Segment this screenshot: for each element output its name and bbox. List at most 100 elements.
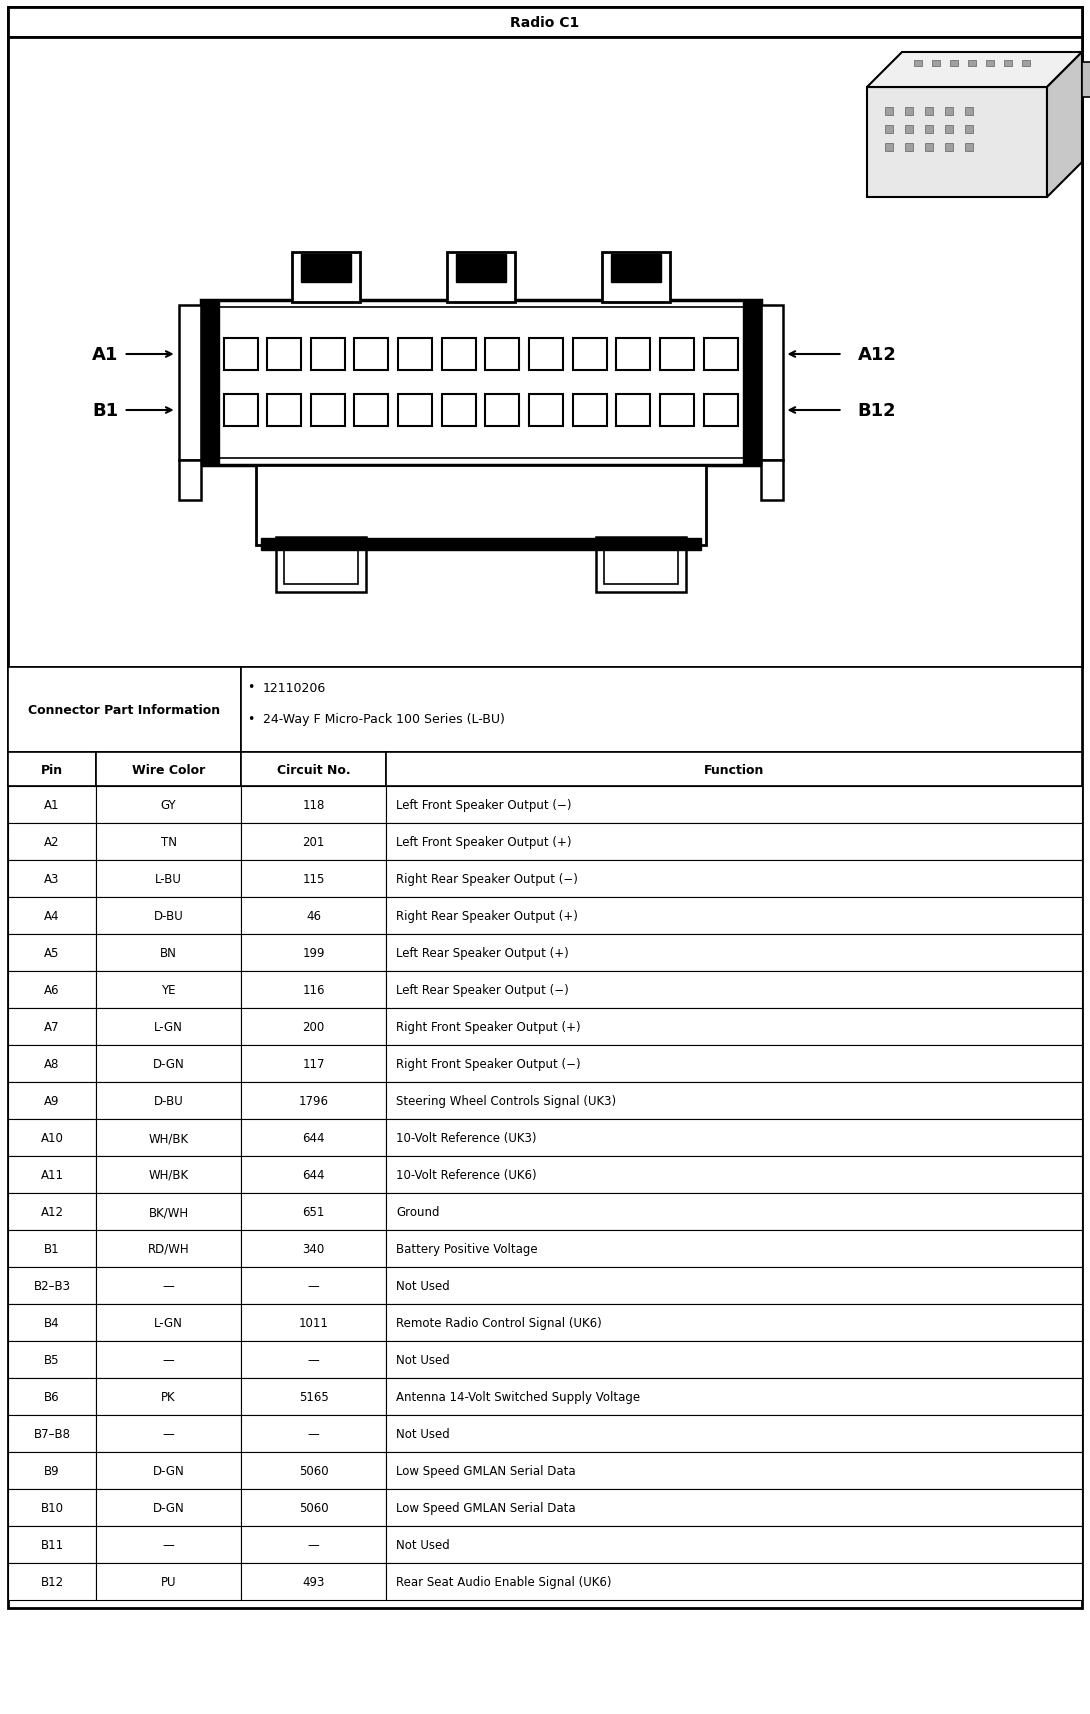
Text: Radio C1: Radio C1 — [510, 15, 580, 29]
Text: B9: B9 — [45, 1464, 60, 1477]
Bar — [96, 1231, 241, 1267]
Text: WH/BK: WH/BK — [148, 1169, 189, 1181]
Bar — [241, 1525, 386, 1563]
Bar — [267, 339, 301, 370]
Text: 493: 493 — [302, 1575, 325, 1589]
Bar — [8, 1342, 96, 1378]
Bar — [255, 464, 705, 545]
Text: 340: 340 — [302, 1243, 325, 1255]
Text: 5060: 5060 — [299, 1501, 328, 1513]
Bar — [925, 108, 933, 117]
Text: A10: A10 — [40, 1131, 63, 1145]
Text: —: — — [307, 1537, 319, 1551]
Bar — [386, 1342, 1082, 1378]
Bar — [945, 144, 953, 153]
Text: A4: A4 — [45, 910, 60, 922]
Bar — [311, 394, 344, 427]
Bar — [8, 1193, 96, 1231]
Bar — [241, 1008, 386, 1046]
Bar — [96, 1082, 241, 1119]
Bar — [595, 536, 686, 591]
Bar — [8, 1416, 96, 1452]
Text: •: • — [247, 713, 255, 727]
Bar — [96, 1489, 241, 1525]
Text: B2–B3: B2–B3 — [34, 1279, 71, 1292]
Bar — [8, 1267, 96, 1304]
Bar — [8, 860, 96, 898]
Bar — [241, 823, 386, 860]
Bar — [8, 1563, 96, 1601]
Text: A5: A5 — [45, 946, 60, 960]
Bar — [241, 898, 386, 934]
Text: A2: A2 — [45, 835, 60, 848]
Text: Rear Seat Audio Enable Signal (UK6): Rear Seat Audio Enable Signal (UK6) — [396, 1575, 611, 1589]
Text: D-GN: D-GN — [153, 1464, 184, 1477]
Bar — [8, 752, 96, 787]
Text: Connector Part Information: Connector Part Information — [28, 703, 220, 716]
Bar — [529, 339, 564, 370]
Text: 115: 115 — [302, 872, 325, 886]
Text: A9: A9 — [45, 1094, 60, 1107]
Bar — [386, 1489, 1082, 1525]
Bar — [241, 752, 386, 787]
Bar — [386, 1416, 1082, 1452]
Text: Low Speed GMLAN Serial Data: Low Speed GMLAN Serial Data — [396, 1464, 576, 1477]
Text: 116: 116 — [302, 984, 325, 996]
Bar — [386, 860, 1082, 898]
Bar — [96, 823, 241, 860]
Bar — [261, 538, 701, 550]
Bar — [8, 1008, 96, 1046]
Bar — [386, 823, 1082, 860]
Bar — [386, 1193, 1082, 1231]
Bar — [616, 339, 651, 370]
Text: Right Rear Speaker Output (−): Right Rear Speaker Output (−) — [396, 872, 578, 886]
Bar — [915, 62, 922, 67]
Bar — [386, 972, 1082, 1008]
Text: 651: 651 — [302, 1205, 325, 1219]
Bar — [386, 1046, 1082, 1082]
Bar — [96, 1193, 241, 1231]
Bar — [386, 1378, 1082, 1416]
Bar — [96, 1008, 241, 1046]
Bar — [8, 1119, 96, 1157]
Text: —: — — [162, 1279, 174, 1292]
Bar — [276, 536, 365, 591]
Text: —: — — [307, 1428, 319, 1440]
Bar — [950, 62, 958, 67]
Bar — [96, 752, 241, 787]
Bar — [572, 394, 607, 427]
Bar — [201, 300, 761, 464]
Text: Pin: Pin — [41, 763, 63, 776]
Text: Not Used: Not Used — [396, 1279, 450, 1292]
Bar — [386, 1267, 1082, 1304]
Text: D-GN: D-GN — [153, 1501, 184, 1513]
Bar — [616, 394, 651, 427]
Text: —: — — [162, 1354, 174, 1366]
Bar — [8, 1525, 96, 1563]
Bar — [602, 252, 669, 302]
Text: B10: B10 — [40, 1501, 63, 1513]
Polygon shape — [867, 53, 1082, 87]
Text: 24-Way F Micro-Pack 100 Series (L-BU): 24-Way F Micro-Pack 100 Series (L-BU) — [263, 713, 505, 727]
Bar — [96, 1342, 241, 1378]
Bar — [386, 898, 1082, 934]
Bar — [223, 339, 257, 370]
Bar — [241, 1193, 386, 1231]
Text: B11: B11 — [40, 1537, 63, 1551]
Bar — [386, 787, 1082, 823]
Text: Right Front Speaker Output (+): Right Front Speaker Output (+) — [396, 1020, 581, 1034]
Bar — [885, 108, 893, 117]
Text: 199: 199 — [302, 946, 325, 960]
Bar — [610, 254, 661, 283]
Bar — [398, 339, 432, 370]
Bar — [241, 1563, 386, 1601]
Text: L-GN: L-GN — [154, 1316, 183, 1330]
Bar — [241, 1046, 386, 1082]
Bar — [8, 1452, 96, 1489]
Text: D-GN: D-GN — [153, 1058, 184, 1070]
Text: RD/WH: RD/WH — [148, 1243, 190, 1255]
Bar — [8, 787, 96, 823]
Bar — [572, 339, 607, 370]
Bar — [925, 125, 933, 134]
Bar — [761, 305, 783, 461]
